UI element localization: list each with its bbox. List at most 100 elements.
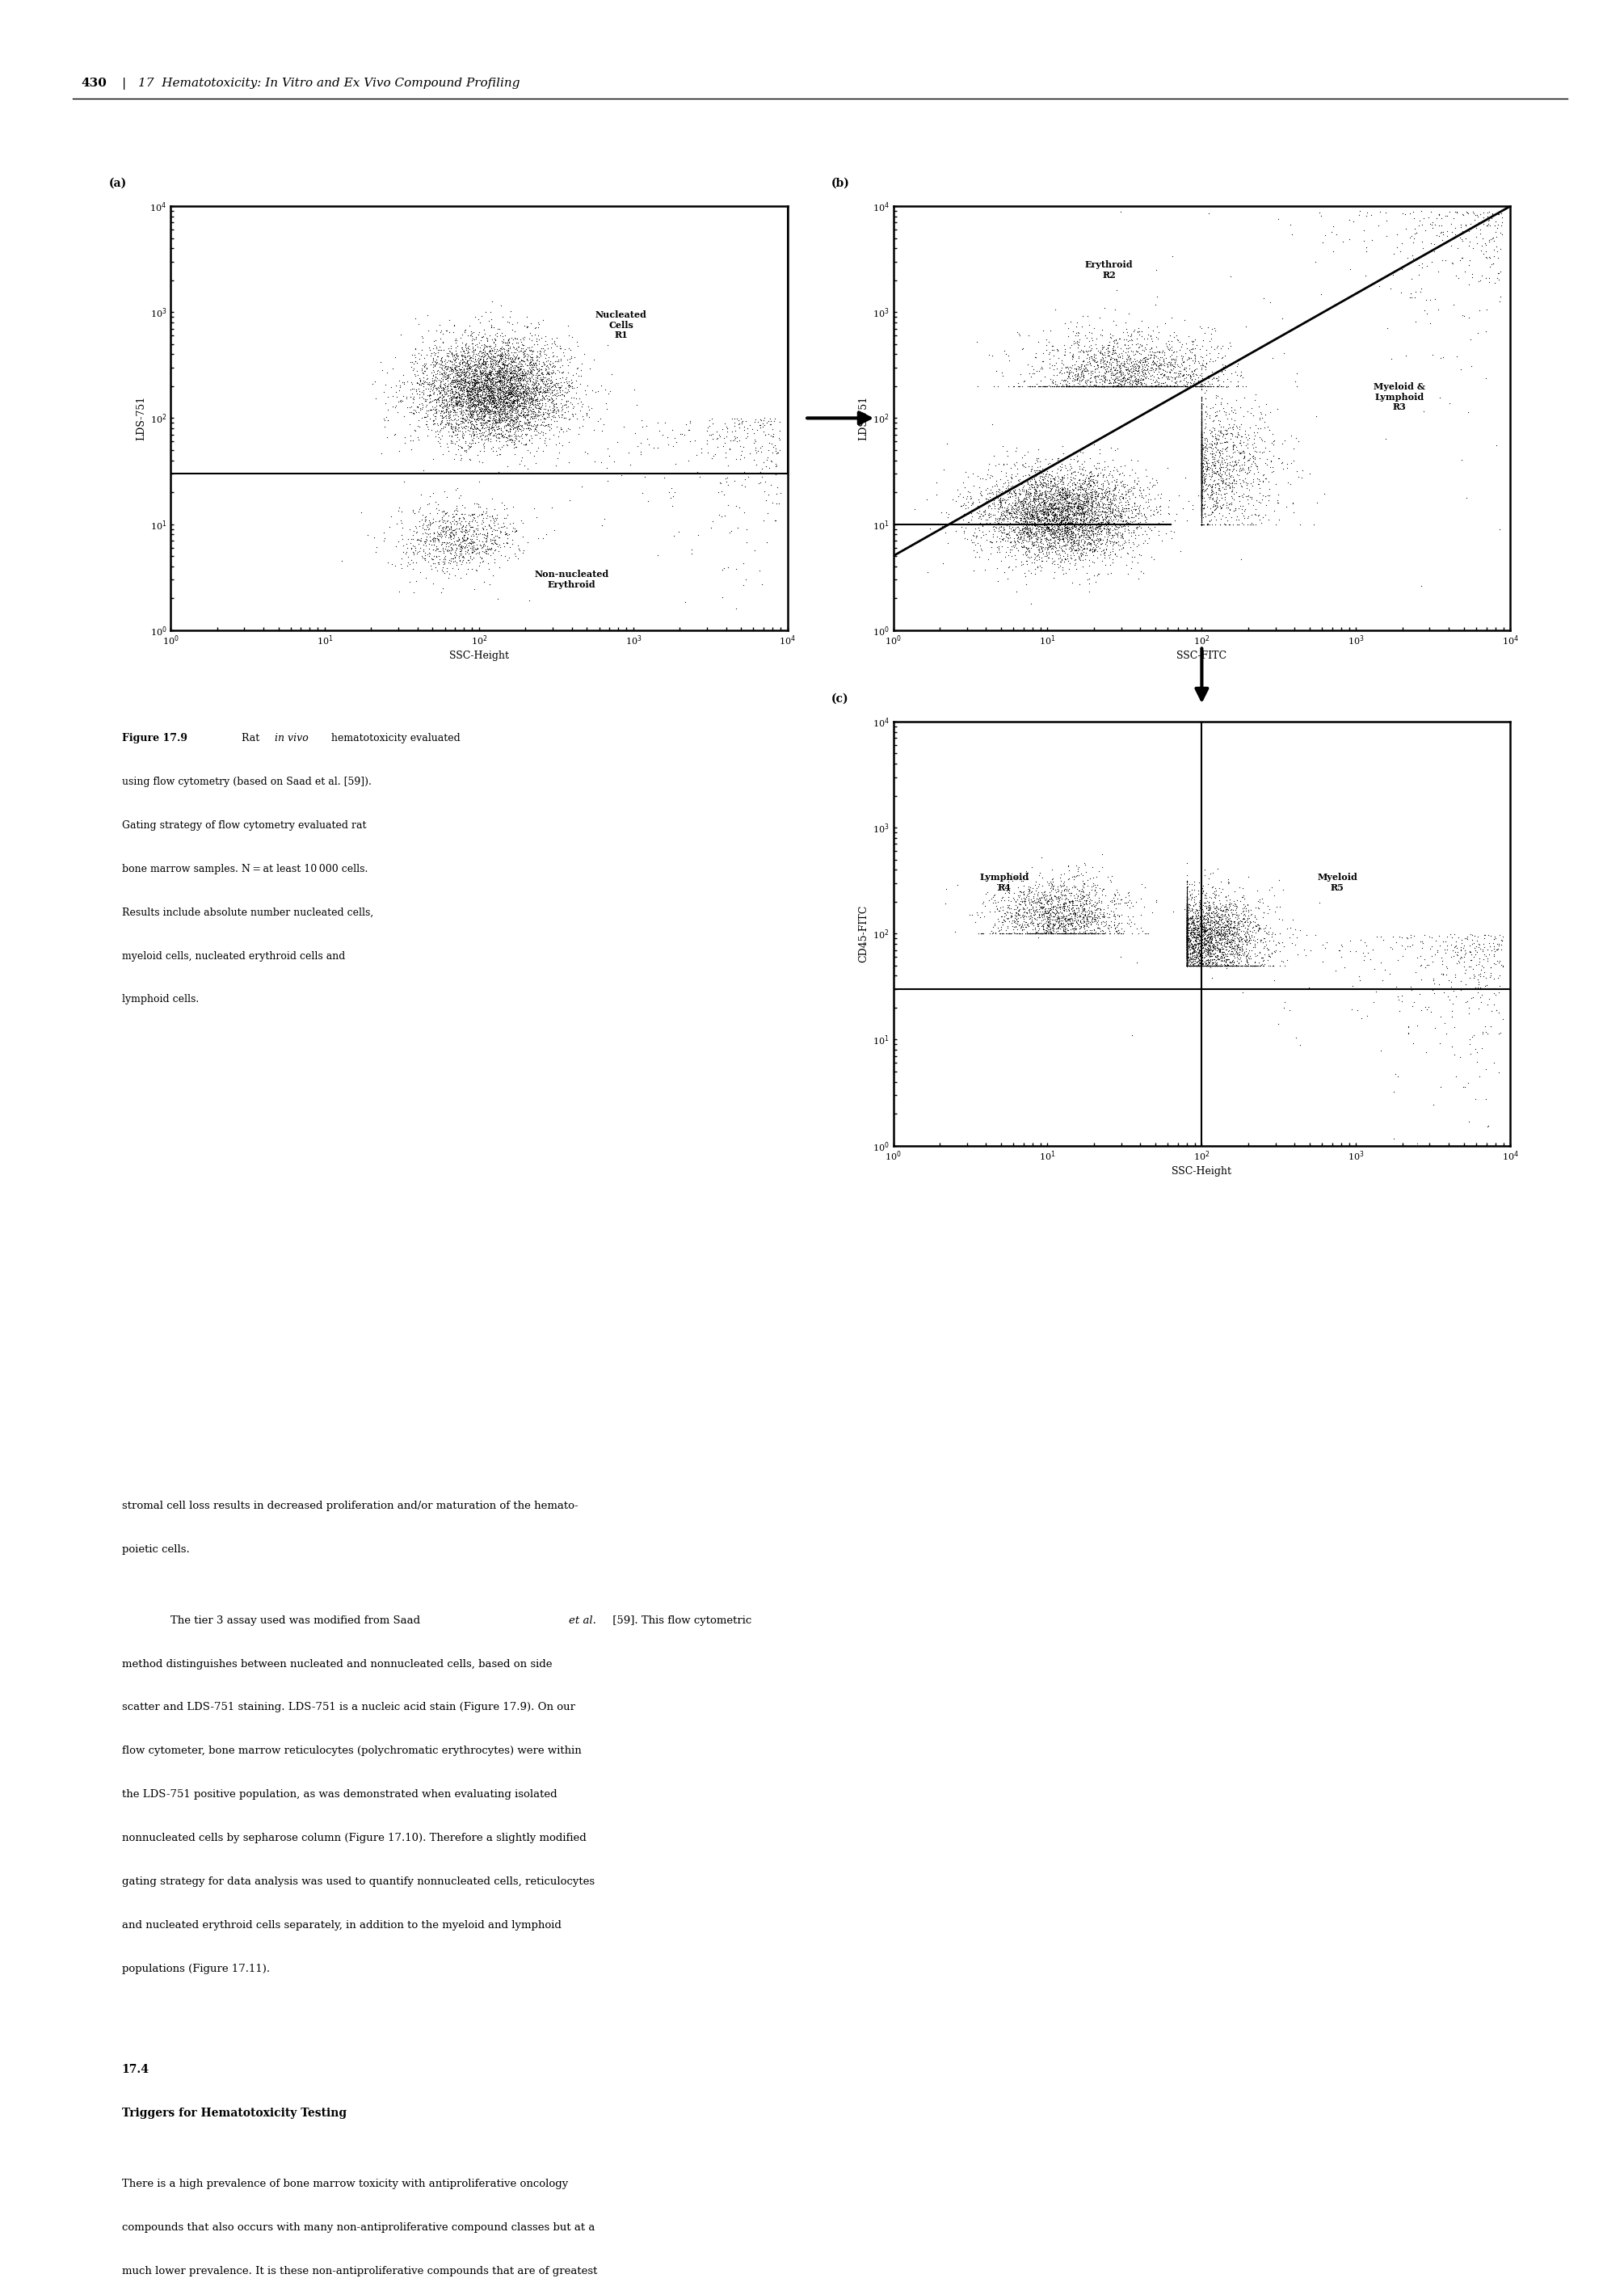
Point xyxy=(1085,369,1111,406)
Point xyxy=(1192,447,1218,483)
Point xyxy=(503,373,529,410)
Point xyxy=(1104,353,1130,389)
Point xyxy=(539,394,565,431)
Point xyxy=(490,330,516,367)
Point xyxy=(1473,234,1499,270)
Point xyxy=(1207,435,1233,472)
Point xyxy=(471,312,497,348)
Point xyxy=(448,385,474,422)
Point xyxy=(1043,527,1069,564)
Point xyxy=(1091,369,1117,406)
Point xyxy=(1096,910,1122,946)
Point xyxy=(463,332,489,369)
Point xyxy=(463,318,489,355)
Point xyxy=(1026,454,1052,490)
Point xyxy=(687,458,713,495)
Point xyxy=(1174,946,1200,983)
Point xyxy=(1059,481,1085,518)
Point xyxy=(492,380,518,417)
Point xyxy=(1122,355,1148,392)
Point xyxy=(1138,369,1164,406)
Point xyxy=(464,371,490,408)
Point xyxy=(507,362,533,399)
Point xyxy=(1207,458,1233,495)
Point xyxy=(1189,458,1215,495)
Point xyxy=(1189,442,1215,479)
Point xyxy=(997,522,1023,559)
Point xyxy=(1070,433,1096,470)
Point xyxy=(482,362,508,399)
Point xyxy=(1103,321,1129,357)
Point xyxy=(460,392,486,428)
Point xyxy=(1099,479,1125,515)
Point xyxy=(523,387,549,424)
Point xyxy=(1028,529,1054,566)
Point xyxy=(512,360,538,396)
Point xyxy=(1190,447,1216,483)
Point xyxy=(450,529,476,566)
Point xyxy=(1186,916,1212,953)
Point xyxy=(1197,910,1223,946)
Point xyxy=(1021,550,1047,586)
Point xyxy=(1044,520,1070,557)
Point xyxy=(1189,422,1215,458)
Point xyxy=(1148,355,1174,392)
Point xyxy=(1067,896,1093,932)
Point xyxy=(1182,937,1208,974)
Point xyxy=(996,499,1021,536)
Point xyxy=(1002,369,1028,406)
Point xyxy=(1189,486,1215,522)
Point xyxy=(700,406,726,442)
Point xyxy=(1250,935,1276,971)
Point xyxy=(477,360,503,396)
Point xyxy=(971,493,997,529)
Point xyxy=(1189,928,1215,965)
Point xyxy=(1127,369,1153,406)
Point xyxy=(1174,923,1200,960)
Point xyxy=(1028,351,1054,387)
Point xyxy=(1111,369,1137,406)
Point xyxy=(1189,454,1215,490)
Point xyxy=(502,334,528,371)
Point xyxy=(500,424,526,460)
Point xyxy=(490,362,516,399)
Point xyxy=(1189,394,1215,431)
Point xyxy=(476,367,502,403)
Point xyxy=(1174,939,1200,976)
Point xyxy=(1026,504,1052,541)
Point xyxy=(1153,369,1179,406)
Point xyxy=(1213,951,1239,987)
Point xyxy=(640,431,666,467)
Point xyxy=(1129,346,1155,383)
Point xyxy=(1018,513,1044,550)
Point xyxy=(1013,506,1039,543)
Point xyxy=(523,373,549,410)
Point xyxy=(1078,353,1104,389)
Point xyxy=(487,362,513,399)
Point xyxy=(512,406,538,442)
Point xyxy=(1233,479,1259,515)
Point xyxy=(1189,369,1215,406)
Point xyxy=(1013,460,1039,497)
Point xyxy=(516,380,542,417)
Point xyxy=(1174,903,1200,939)
Point xyxy=(979,458,1005,495)
Point xyxy=(1086,522,1112,559)
Point xyxy=(1052,534,1078,570)
Point xyxy=(430,394,456,431)
Point xyxy=(494,419,520,456)
Point xyxy=(505,394,531,431)
Point xyxy=(1070,520,1096,557)
Point xyxy=(473,522,499,559)
Point xyxy=(1189,486,1215,522)
Point xyxy=(400,394,425,431)
Point xyxy=(406,490,432,527)
Point xyxy=(1189,921,1215,958)
Point xyxy=(487,351,513,387)
Point xyxy=(505,346,531,383)
Point xyxy=(1049,914,1075,951)
Point xyxy=(1174,937,1200,974)
Point xyxy=(443,545,469,582)
Point xyxy=(497,355,523,392)
Point xyxy=(1086,470,1112,506)
